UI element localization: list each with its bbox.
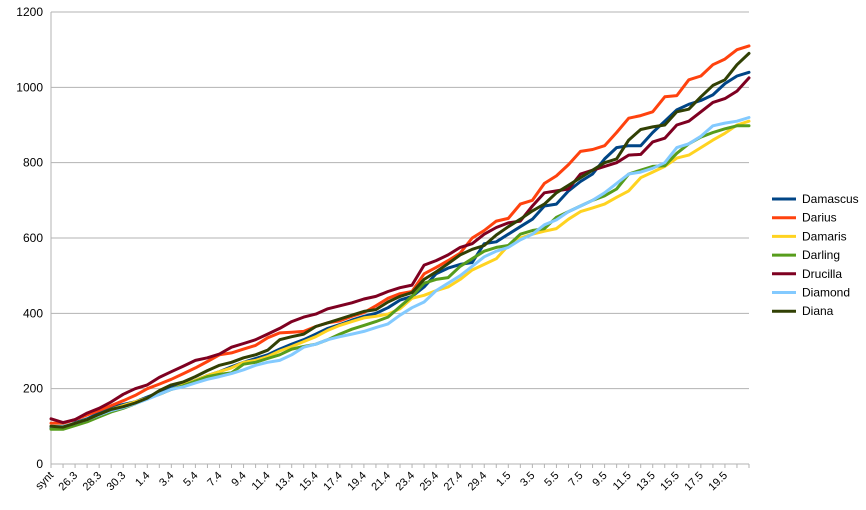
x-tick-label: 5.5: [542, 470, 561, 489]
x-tick-label: 9.5: [590, 470, 609, 489]
x-tick-label: 15.5: [658, 470, 682, 494]
legend-label-darius: Darius: [802, 211, 837, 225]
x-tick-label: 11.4: [250, 470, 273, 493]
y-tick-label-0: 0: [36, 457, 43, 471]
series-lines: [49, 44, 751, 431]
x-tick-label: 29.4: [466, 470, 490, 494]
y-tick-label-800: 800: [23, 156, 43, 170]
y-tick-label-200: 200: [23, 382, 43, 396]
x-tick-label: 5.4: [181, 470, 200, 489]
x-tick-label: 3.5: [518, 470, 537, 489]
legend-label-damaris: Damaris: [802, 229, 847, 243]
x-tick-label: 15.4: [297, 470, 321, 494]
y-tick-label-1200: 1200: [16, 5, 43, 19]
x-axis-ticks: synt 26.3 28.3 30.3 1.4 3.4 5.4 7.4 9.4 11.4 13.4 1…: [33, 464, 750, 494]
x-tick-label: 11.5: [611, 470, 634, 493]
series-line-diana: [49, 51, 751, 429]
y-tick-label-1000: 1000: [16, 80, 43, 94]
x-tick-label: 13.4: [273, 470, 297, 494]
series-line-drucilla: [49, 76, 751, 425]
y-tick-label-400: 400: [23, 306, 43, 320]
series-line-diamond: [49, 116, 751, 428]
x-tick-label: 17.5: [682, 470, 706, 494]
x-tick-label: 7.4: [205, 470, 224, 489]
x-tick-label: 26.3: [57, 470, 81, 494]
legend: Damascus Darius Damaris Darling Drucilla Diam…: [772, 192, 859, 318]
x-tick-label: 3.4: [157, 470, 176, 489]
x-tick-label: 1.4: [133, 470, 152, 489]
x-tick-label: 23.4: [394, 470, 418, 494]
legend-label-darling: Darling: [802, 248, 840, 262]
x-tick-label: 30.3: [105, 470, 129, 494]
x-tick-label: 1.5: [494, 470, 513, 489]
series-line-damascus: [49, 70, 751, 430]
x-tick-label: synt: [33, 470, 56, 493]
legend-label-drucilla: Drucilla: [802, 267, 842, 281]
series-line-darius: [49, 44, 751, 425]
x-tick-label: 13.5: [634, 470, 658, 494]
x-tick-label: 28.3: [81, 470, 105, 494]
x-tick-label: 21.4: [369, 470, 393, 494]
x-tick-label: 25.4: [418, 470, 442, 494]
y-axis-ticks: 0 200 400 600 800 1000 1200: [16, 5, 43, 471]
x-tick-label: 17.4: [321, 470, 345, 494]
x-tick-label: 19.4: [345, 470, 369, 494]
x-tick-label: 9.4: [229, 470, 248, 489]
x-tick-label: 7.5: [566, 470, 585, 489]
x-tick-label: 27.4: [442, 470, 466, 494]
x-tick-label: 19.5: [706, 470, 730, 494]
legend-label-diana: Diana: [802, 304, 834, 318]
legend-label-diamond: Diamond: [802, 286, 850, 300]
legend-label-damascus: Damascus: [802, 192, 859, 206]
y-tick-label-600: 600: [23, 231, 43, 245]
